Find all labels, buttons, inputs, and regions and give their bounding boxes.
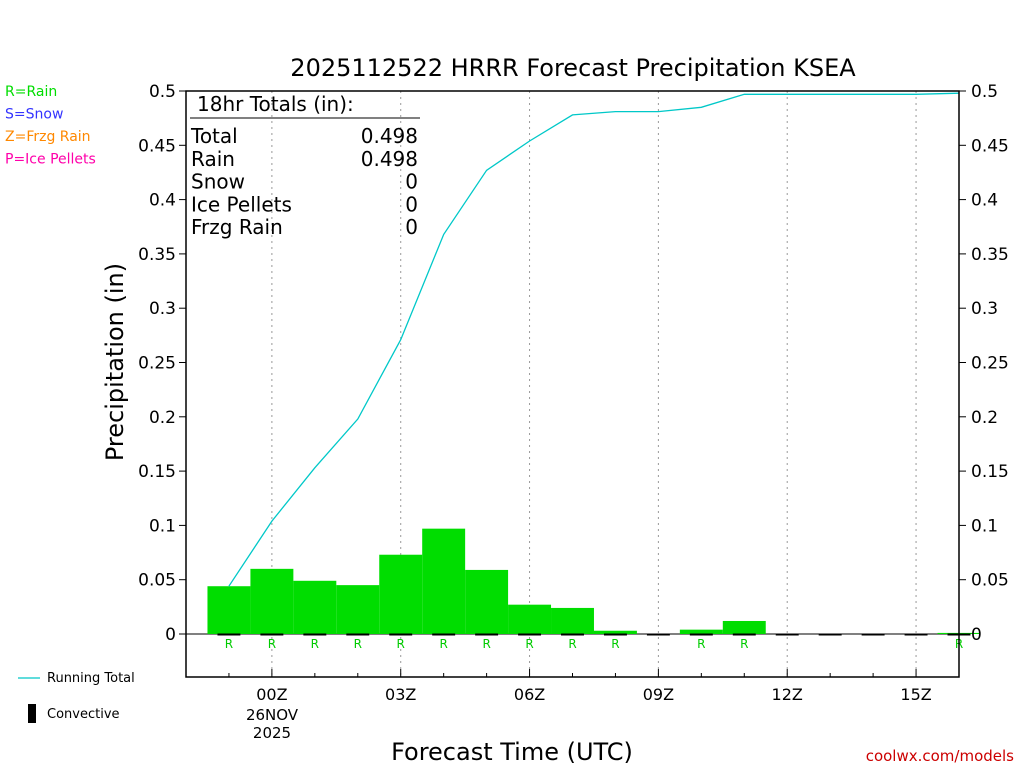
ptype-marker-11: R (740, 637, 748, 651)
xtick-label-3: 09Z (643, 685, 674, 704)
running-total-legend-label: Running Total (47, 671, 135, 686)
totals-row-label-0: Total (190, 124, 238, 148)
ptype-marker-5: R (439, 637, 447, 651)
totals-row-value-3: 0 (405, 192, 418, 216)
xtick-label-2: 06Z (514, 685, 545, 704)
totals-row-label-2: Snow (191, 170, 245, 194)
credit-label: coolwx.com/models (866, 747, 1014, 765)
ptype-legend-item-1: S=Snow (5, 107, 63, 123)
bottom-legend: Running Total Convective (18, 671, 135, 723)
xtick-label-5: 15Z (900, 685, 931, 704)
ytick-right-label-7: 0.35 (971, 245, 1009, 265)
precip-bar-5 (422, 528, 466, 634)
precip-bar-8 (551, 607, 594, 634)
chart-title: 2025112522 HRRR Forecast Precipitation K… (290, 54, 856, 82)
ptype-marker-4: R (397, 637, 405, 651)
totals-heading: 18hr Totals (in): (197, 92, 354, 116)
x-axis: 00Z 03Z 06Z 09Z 12Z 15Z (185, 669, 960, 704)
convective-legend-label: Convective (47, 707, 120, 722)
ytick-left-label-6: 0.3 (149, 299, 176, 319)
totals-row-label-3: Ice Pellets (191, 192, 292, 216)
precip-bar-9 (593, 630, 637, 634)
ytick-left-label-7: 0.35 (138, 245, 176, 265)
precip-bar-11 (679, 629, 723, 634)
ptype-marker-3: R (354, 637, 362, 651)
precip-bar-4 (379, 554, 423, 634)
convective-legend-swatch (28, 704, 36, 723)
totals-rows: Total 0.498 Rain 0.498 Snow 0 Ice Pellets 0 Frzg… (190, 124, 418, 239)
xtick-label-0: 00Z (256, 685, 287, 704)
totals-row-value-1: 0.498 (361, 147, 418, 171)
ytick-right-label-1: 0.05 (971, 571, 1009, 591)
precip-bar-6 (465, 569, 509, 634)
totals-row-value-4: 0 (405, 215, 418, 239)
ytick-right-label-10: 0.5 (971, 82, 998, 102)
xtick-label-4: 12Z (772, 685, 803, 704)
ytick-left-label-5: 0.25 (138, 354, 176, 374)
y-axis-right: 0 0.05 0.1 0.15 0.2 0.25 0.3 0.35 0.4 0.45 0.5 (959, 82, 1009, 645)
totals-row-value-2: 0 (405, 170, 418, 194)
date-day-label: 26NOV (246, 706, 299, 724)
ytick-left-label-8: 0.4 (149, 191, 176, 211)
xtick-label-1: 03Z (385, 685, 416, 704)
ptype-marker-6: R (482, 637, 490, 651)
bar-series (207, 528, 981, 636)
x-axis-label: Forecast Time (UTC) (391, 738, 633, 766)
ytick-left-label-2: 0.1 (149, 516, 176, 536)
running-total-line (228, 92, 960, 587)
totals-row-label-1: Rain (191, 147, 235, 171)
ptype-legend: R=Rain S=Snow Z=Frzg Rain P=Ice Pellets (5, 84, 96, 168)
ytick-right-label-2: 0.1 (971, 516, 998, 536)
ptype-legend-item-0: R=Rain (5, 84, 57, 100)
ptype-marker-10: R (697, 637, 705, 651)
totals-box: 18hr Totals (in): Total 0.498 Rain 0.498 Sno… (190, 92, 420, 239)
ptype-marker-2: R (311, 637, 319, 651)
ytick-right-label-3: 0.15 (971, 462, 1009, 482)
ptype-marker-7: R (525, 637, 533, 651)
precip-bar-1 (250, 568, 294, 634)
ytick-left-label-4: 0.2 (149, 408, 176, 428)
ytick-left-label-0: 0 (165, 625, 176, 645)
ptype-marker-0: R (225, 637, 233, 651)
ptype-marker-9: R (611, 637, 619, 651)
precip-bar-0 (207, 586, 251, 634)
ytick-right-label-5: 0.25 (971, 354, 1009, 374)
precip-bar-12 (722, 620, 766, 634)
ytick-left-label-1: 0.05 (138, 571, 176, 591)
ytick-right-label-4: 0.2 (971, 408, 998, 428)
ytick-right-label-0: 0 (971, 625, 982, 645)
ptype-legend-item-3: P=Ice Pellets (5, 152, 96, 168)
precip-bar-3 (336, 585, 380, 634)
ptype-marker-1: R (268, 637, 276, 651)
ytick-right-label-8: 0.4 (971, 191, 998, 211)
ytick-left-label-3: 0.15 (138, 462, 176, 482)
precip-bar-2 (293, 580, 337, 634)
ptype-legend-item-2: Z=Frzg Rain (5, 129, 91, 145)
y-axis-label: Precipitation (in) (101, 263, 129, 461)
ytick-left-label-10: 0.5 (149, 82, 176, 102)
totals-row-value-0: 0.498 (361, 124, 418, 148)
ptype-marker-8: R (568, 637, 576, 651)
precip-bar-7 (508, 604, 552, 634)
date-year-label: 2025 (253, 724, 291, 742)
ytick-right-label-9: 0.45 (971, 136, 1009, 156)
y-axis-left: 0 0.05 0.1 0.15 0.2 0.25 0.3 0.35 0.4 0.45 0.5 (138, 82, 186, 645)
ytick-left-label-9: 0.45 (138, 136, 176, 156)
ytick-right-label-6: 0.3 (971, 299, 998, 319)
totals-row-label-4: Frzg Rain (191, 215, 283, 239)
